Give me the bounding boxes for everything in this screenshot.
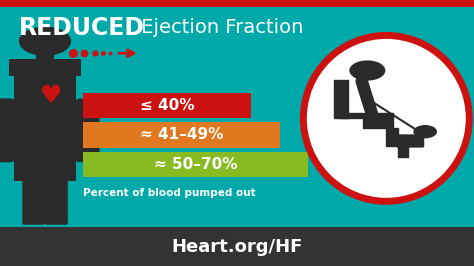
FancyBboxPatch shape <box>36 49 54 60</box>
Ellipse shape <box>303 35 469 201</box>
FancyBboxPatch shape <box>83 93 251 118</box>
Text: REDUCED: REDUCED <box>19 16 145 40</box>
Text: ♥: ♥ <box>39 84 62 108</box>
Circle shape <box>349 60 385 81</box>
FancyBboxPatch shape <box>0 98 14 162</box>
FancyBboxPatch shape <box>22 180 45 225</box>
Text: ≤ 40%: ≤ 40% <box>140 98 194 113</box>
Text: ≈ 50–70%: ≈ 50–70% <box>154 157 237 172</box>
FancyBboxPatch shape <box>83 122 280 148</box>
FancyBboxPatch shape <box>0 0 474 7</box>
FancyBboxPatch shape <box>45 180 68 225</box>
FancyBboxPatch shape <box>9 59 81 76</box>
FancyBboxPatch shape <box>76 98 100 162</box>
FancyBboxPatch shape <box>0 227 474 266</box>
Text: Ejection Fraction: Ejection Fraction <box>135 18 303 38</box>
Text: Heart.org/HF: Heart.org/HF <box>171 238 303 256</box>
FancyBboxPatch shape <box>14 74 76 181</box>
Text: ≈ 41–49%: ≈ 41–49% <box>140 127 223 143</box>
FancyBboxPatch shape <box>83 152 308 177</box>
Circle shape <box>19 27 71 56</box>
Circle shape <box>413 125 437 138</box>
Text: Percent of blood pumped out: Percent of blood pumped out <box>83 188 255 198</box>
FancyBboxPatch shape <box>396 134 424 148</box>
